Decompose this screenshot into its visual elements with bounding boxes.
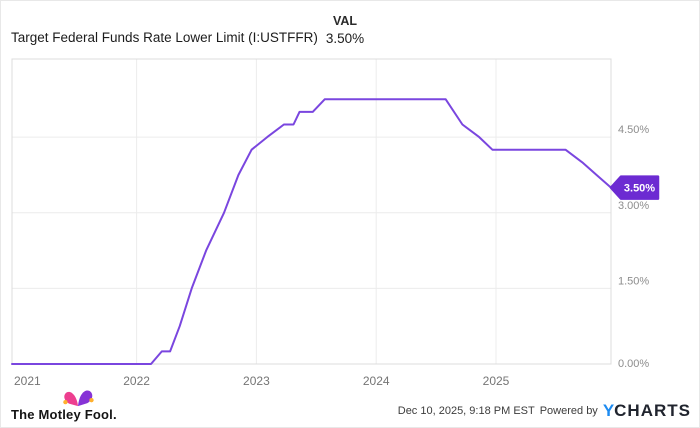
val-column-header: VAL: [332, 14, 358, 28]
current-value: 3.50%: [325, 31, 365, 46]
y-axis-label: 4.50%: [618, 124, 649, 136]
y-axis-label: 1.50%: [618, 275, 649, 287]
motley-fool-wordmark: The Motley Fool.: [11, 407, 117, 422]
powered-by-label: Powered by: [539, 405, 598, 417]
ycharts-logo: YCHARTS: [603, 402, 691, 420]
current-value-badge-text: 3.50%: [624, 183, 655, 195]
y-axis-label: 0.00%: [618, 358, 649, 370]
current-value-badge: [609, 175, 660, 200]
motley-fool-logo: The Motley Fool.: [1, 387, 181, 423]
attribution-bar: Dec 10, 2025, 9:18 PM EST Powered by YCH…: [398, 402, 691, 420]
ycharts-logo-y: Y: [602, 401, 615, 420]
x-axis-label: 2021: [14, 374, 41, 388]
rate-line-series: [11, 98, 612, 365]
x-axis-label: 2025: [483, 374, 510, 388]
y-axis-label: 3.00%: [618, 200, 649, 212]
chart-title: Target Federal Funds Rate Lower Limit (I…: [11, 30, 318, 45]
ycharts-logo-charts: CHARTS: [614, 401, 691, 420]
x-axis-label: 2022: [123, 374, 150, 388]
jester-hat-icon: [63, 390, 94, 407]
value-column: VAL 3.50%: [300, 13, 390, 47]
x-axis-label: 2024: [363, 374, 390, 388]
timestamp: Dec 10, 2025, 9:18 PM EST: [397, 405, 535, 417]
plot-border: [11, 58, 612, 365]
x-axis-label: 2023: [243, 374, 270, 388]
